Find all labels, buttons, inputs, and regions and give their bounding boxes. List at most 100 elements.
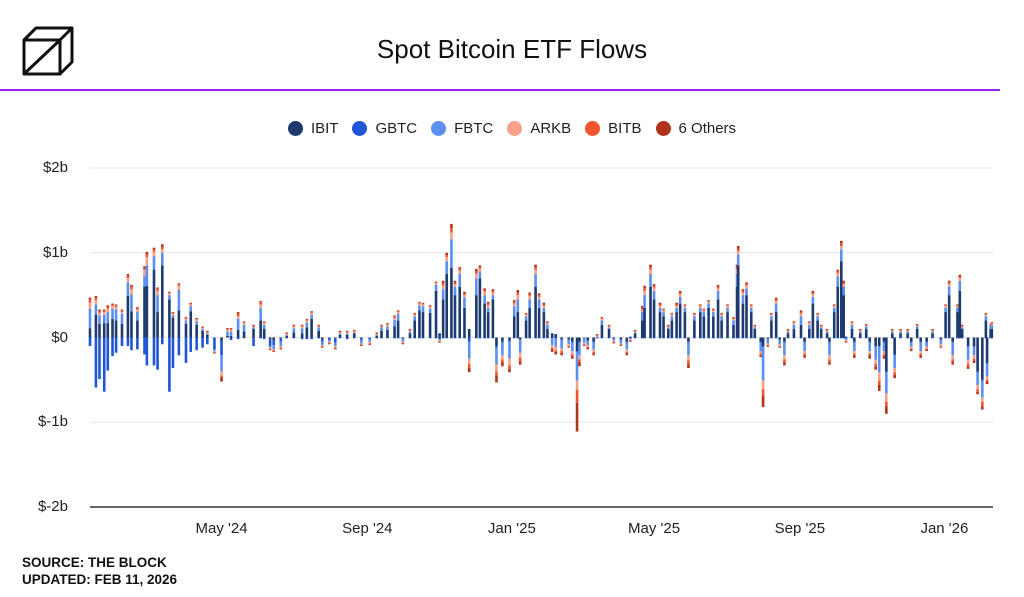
bar-segment-fbtc (421, 306, 425, 313)
daily-flow-bar (816, 312, 819, 339)
bar-segment-fbtc (683, 307, 687, 313)
bar-segment-fbtc (528, 299, 531, 308)
bar-segment-6-others (649, 264, 652, 268)
bar-segment-arkb (345, 332, 349, 334)
bar-segment-gbtc (799, 337, 803, 339)
bar-segment-6-others (882, 356, 886, 359)
bar-segment-fbtc (94, 304, 98, 315)
bar-segment-6-others (546, 321, 549, 323)
bar-segment-arkb (160, 249, 164, 253)
bar-segment-fbtc (106, 312, 110, 324)
bar-segment-6-others (375, 332, 379, 334)
daily-flow-bar (990, 322, 994, 339)
legend-item[interactable]: FBTC (431, 120, 493, 137)
bar-segment-6-others (893, 374, 896, 379)
bar-segment-fbtc (213, 349, 216, 352)
bar-segment-fbtc (401, 339, 405, 342)
legend-item[interactable]: ARKB (507, 120, 571, 137)
bar-segment-ibit (236, 329, 240, 338)
bar-segment-bitb (524, 313, 528, 315)
bar-segment-fbtc (753, 327, 757, 330)
bar-segment-bitb (712, 309, 715, 311)
daily-flow-bar (658, 302, 662, 339)
bar-segment-ibit (675, 312, 678, 338)
bar-segment-gbtc (428, 337, 432, 339)
bar-segment-fbtc (393, 319, 396, 327)
bar-segment-bitb (882, 354, 886, 357)
daily-flow-bar (612, 337, 616, 344)
bar-segment-bitb (792, 322, 796, 324)
bar-segment-bitb (143, 268, 146, 270)
bar-segment-gbtc (607, 337, 611, 339)
bar-segment-6-others (960, 324, 964, 326)
bar-segment-fbtc (160, 252, 164, 266)
bar-segment-bitb (413, 313, 417, 315)
bar-segment-fbtc (102, 314, 106, 324)
bar-segment-bitb (88, 299, 92, 303)
bar-segment-fbtc (868, 342, 872, 352)
legend-item[interactable]: IBIT (287, 120, 338, 137)
bar-segment-ibit (575, 337, 579, 352)
bar-segment-ibit (512, 316, 516, 338)
bar-segment-6-others (753, 324, 757, 326)
daily-flow-bar (808, 321, 811, 339)
bar-segment-6-others (518, 361, 522, 365)
bar-segment-bitb (177, 284, 181, 286)
legend-label: BITB (608, 120, 642, 137)
bar-segment-bitb (944, 305, 947, 307)
bar-segment-bitb (189, 303, 193, 305)
daily-flow-bar (262, 321, 266, 340)
bar-segment-gbtc (320, 339, 324, 342)
bar-segment-bitb (753, 325, 757, 327)
legend-item[interactable]: 6 Others (655, 120, 736, 137)
bar-segment-bitb (976, 389, 979, 392)
bar-segment-gbtc (130, 337, 133, 351)
bar-segment-ibit (242, 331, 246, 338)
bar-segment-arkb (434, 283, 438, 285)
bar-segment-fbtc (698, 307, 702, 313)
bar-segment-ibit (761, 337, 765, 346)
bar-segment-gbtc (828, 341, 831, 343)
bar-segment-arkb (195, 319, 198, 322)
bar-segment-arkb (236, 316, 240, 319)
bar-segment-ibit (683, 312, 687, 338)
bar-segment-arkb (893, 368, 896, 373)
bar-segment-bitb (483, 290, 486, 292)
bar-segment-gbtc (732, 337, 735, 339)
bar-segment-arkb (803, 351, 806, 354)
bar-segment-arkb (786, 330, 790, 332)
bar-segment-gbtc (919, 341, 923, 343)
bar-segment-6-others (438, 341, 441, 343)
bar-segment-fbtc (252, 327, 255, 330)
bar-segment-6-others (858, 329, 862, 330)
daily-flow-bar (578, 337, 581, 367)
bar-segment-6-others (195, 318, 198, 319)
the-block-cube-logo-icon[interactable] (22, 24, 74, 76)
bar-segment-gbtc (678, 337, 682, 339)
bar-segment-fbtc (808, 324, 811, 330)
legend-item[interactable]: GBTC (352, 120, 417, 137)
bar-segment-fbtc (458, 273, 462, 287)
bar-segment-6-others (819, 324, 823, 326)
bar-segment-bitb (575, 390, 579, 403)
bar-segment-arkb (201, 328, 204, 330)
bar-segment-ibit (687, 337, 690, 342)
bar-segment-bitb (643, 288, 646, 291)
daily-flow-bar (678, 290, 682, 339)
bar-segment-6-others (550, 349, 554, 352)
legend-item[interactable]: BITB (585, 120, 642, 137)
bar-segment-arkb (285, 334, 289, 335)
bar-segment-arkb (550, 345, 554, 348)
bar-segment-6-others (458, 267, 462, 269)
bar-segment-fbtc (890, 331, 894, 334)
bar-segment-ibit (268, 337, 272, 340)
bar-segment-arkb (567, 344, 571, 346)
bar-segment-ibit (560, 337, 563, 340)
bar-segment-gbtc (749, 337, 753, 339)
daily-flow-bar (877, 337, 881, 391)
bar-segment-bitb (828, 359, 831, 363)
daily-flow-bar (434, 281, 438, 339)
bar-segment-bitb (236, 313, 240, 317)
bar-segment-6-others (413, 312, 417, 314)
bar-segment-fbtc (984, 316, 988, 321)
